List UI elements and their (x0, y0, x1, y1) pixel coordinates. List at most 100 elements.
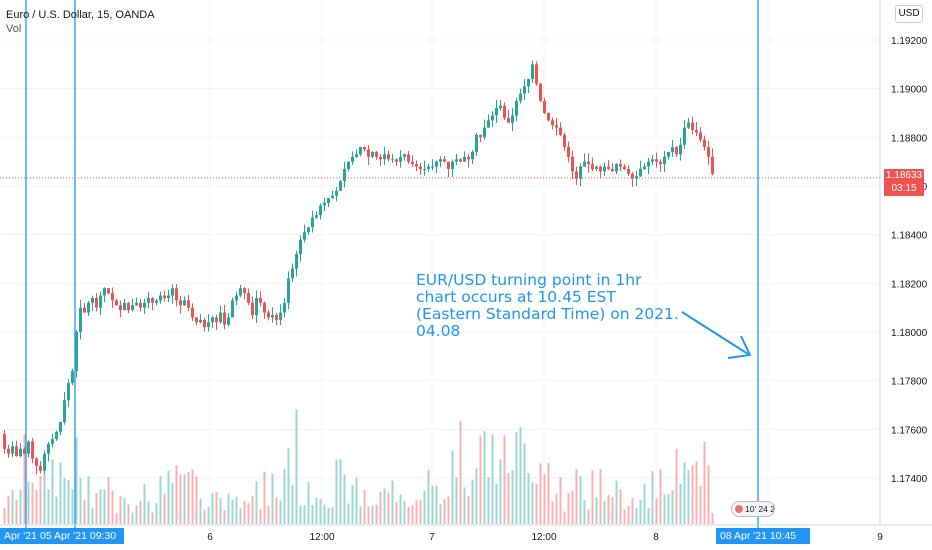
currency-button[interactable]: USD (895, 5, 923, 23)
volume-bar (155, 503, 158, 524)
candle-body (199, 319, 202, 323)
candle-body (7, 448, 10, 454)
candle-body (627, 168, 630, 174)
candle-body (671, 147, 674, 152)
volume-bar (207, 507, 210, 524)
volume-bar (335, 459, 338, 524)
candle-body (411, 161, 414, 165)
volume-bar (483, 431, 486, 524)
candle-body (603, 166, 606, 172)
volume-bar (91, 508, 94, 524)
volume-bar (507, 473, 510, 524)
volume-bar (683, 462, 686, 524)
candle-body (571, 156, 574, 172)
candle-body (351, 156, 354, 162)
candle-body (435, 161, 438, 167)
candle-body (679, 144, 682, 155)
candle-body (155, 300, 158, 303)
x-tick-label: 12:00 (309, 532, 334, 543)
x-tick-label: 9 (877, 532, 883, 543)
volume-bar (687, 469, 690, 524)
volume-bar (271, 473, 274, 524)
y-tick-label: 1.18200 (891, 279, 928, 290)
volume-bar (55, 496, 58, 524)
volume-bar (231, 499, 234, 524)
volume-bar (583, 500, 586, 524)
volume-bar (499, 459, 502, 524)
candle-body (423, 168, 426, 170)
volume-bar (87, 476, 90, 524)
volume-bar (211, 493, 214, 524)
candle-body (515, 100, 518, 116)
volume-bar (675, 448, 678, 524)
candle-body (271, 314, 274, 318)
candle-body (475, 134, 478, 152)
candle-body (303, 232, 306, 240)
candle-body (171, 288, 174, 296)
volume-bar (479, 435, 482, 524)
y-tick-label: 1.18800 (891, 133, 928, 144)
volume-bar (387, 492, 390, 524)
vertical-time-markers (25, 0, 759, 528)
candle-body (207, 322, 210, 328)
annotation-line-3: (Eastern Standard Time) on 2021. (416, 305, 679, 323)
candle-body (703, 139, 706, 148)
candle-body (611, 168, 614, 172)
volume-bar (587, 509, 590, 524)
volume-bar (103, 489, 106, 524)
candle-body (375, 151, 378, 157)
candle-body (107, 288, 110, 294)
volume-bar (383, 488, 386, 524)
volume-bar (599, 468, 602, 524)
volume-bar (239, 508, 242, 524)
candle-body (87, 302, 90, 313)
candle-body (295, 254, 298, 269)
volume-bar (667, 494, 670, 524)
volume-bar (627, 506, 630, 524)
candle-body (263, 302, 266, 313)
candle-body (19, 448, 22, 457)
candle-body (643, 166, 646, 169)
volume-bar (607, 495, 610, 524)
candle-body (187, 300, 190, 308)
volume-bar (83, 500, 86, 524)
candle-body (27, 441, 30, 454)
candle-body (275, 314, 278, 320)
candle-body (299, 239, 302, 255)
candle-body (99, 295, 102, 308)
volume-bar (455, 477, 458, 524)
candle-body (403, 154, 406, 157)
candle-body (223, 312, 226, 325)
volume-bar (591, 470, 594, 524)
events-badge[interactable]: 10’ 24 2 4 (731, 501, 775, 517)
volume-bar (527, 473, 530, 524)
candle-body (407, 154, 410, 162)
volume-bar (319, 498, 322, 524)
volume-bar (475, 468, 478, 524)
candle-body (459, 159, 462, 162)
candle-body (279, 312, 282, 320)
volume-bar (315, 497, 318, 524)
x-tick-label: 6 (207, 532, 213, 543)
candle-body (71, 370, 74, 384)
candle-body (503, 105, 506, 118)
volume-bar (291, 485, 294, 524)
price-axis: 1.192001.190001.188001.186001.184001.182… (879, 0, 928, 525)
volume-bar (135, 505, 138, 524)
candle-body (527, 78, 530, 87)
candle-body (167, 295, 170, 298)
candlesticks (3, 60, 714, 475)
volume-bar (463, 487, 466, 524)
candle-body (587, 161, 590, 165)
volume-bar (295, 409, 298, 524)
candle-body (559, 127, 562, 135)
y-tick-label: 1.17600 (891, 425, 928, 436)
candle-body (599, 166, 602, 172)
candle-body (251, 302, 254, 315)
candle-body (35, 458, 38, 466)
volume-bar (283, 469, 286, 524)
candle-body (463, 156, 466, 162)
candle-body (371, 151, 374, 157)
time-badge-left-a: Apr '21 (0, 528, 41, 544)
